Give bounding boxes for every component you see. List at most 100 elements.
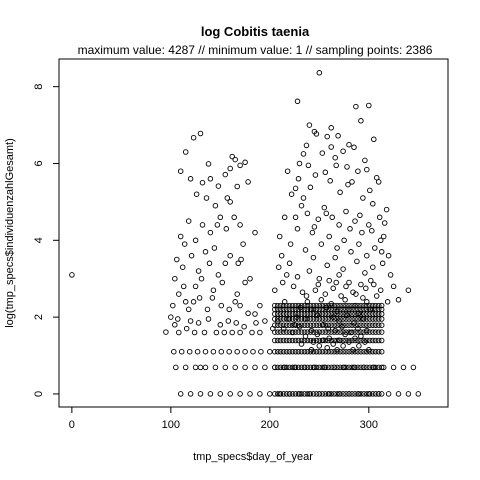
data-point bbox=[334, 329, 340, 335]
data-point bbox=[312, 287, 319, 293]
data-point bbox=[277, 364, 284, 371]
data-point bbox=[322, 364, 329, 371]
data-point bbox=[289, 391, 296, 397]
data-point bbox=[182, 299, 189, 305]
data-point bbox=[275, 322, 281, 328]
data-point bbox=[206, 260, 213, 267]
data-point bbox=[405, 287, 412, 293]
data-point bbox=[370, 322, 376, 328]
data-point bbox=[234, 183, 240, 190]
data-point bbox=[185, 218, 192, 224]
data-point bbox=[319, 329, 326, 335]
data-point bbox=[187, 391, 194, 397]
data-point bbox=[311, 224, 318, 230]
data-point bbox=[351, 144, 357, 151]
data-point bbox=[280, 329, 287, 335]
data-point bbox=[364, 166, 370, 173]
data-point bbox=[370, 306, 376, 313]
data-point bbox=[358, 118, 364, 124]
x-axis-label: tmp_specs$day_of_year bbox=[193, 451, 313, 463]
data-point bbox=[207, 229, 214, 236]
data-point bbox=[286, 260, 293, 267]
data-point bbox=[280, 364, 287, 371]
data-point bbox=[304, 391, 311, 397]
data-point bbox=[370, 348, 376, 355]
data-point bbox=[272, 302, 278, 309]
data-point bbox=[272, 348, 278, 355]
data-point bbox=[225, 318, 232, 324]
data-point bbox=[301, 302, 308, 309]
data-point bbox=[378, 302, 385, 309]
data-point bbox=[267, 348, 273, 355]
data-point bbox=[306, 122, 313, 128]
data-point bbox=[358, 329, 364, 335]
data-point bbox=[310, 254, 317, 261]
data-point bbox=[172, 322, 178, 328]
data-point bbox=[360, 195, 366, 201]
data-point bbox=[183, 325, 190, 332]
data-point bbox=[378, 249, 385, 255]
data-point bbox=[303, 293, 310, 299]
data-point bbox=[173, 364, 179, 371]
data-point bbox=[349, 302, 355, 309]
data-point bbox=[217, 391, 224, 397]
data-point bbox=[352, 306, 358, 313]
data-point bbox=[330, 285, 336, 292]
data-point bbox=[355, 325, 361, 332]
data-point bbox=[321, 204, 328, 211]
data-point bbox=[217, 214, 224, 221]
data-point bbox=[234, 348, 240, 355]
data-point bbox=[250, 348, 256, 355]
data-point bbox=[237, 302, 243, 309]
data-point bbox=[202, 249, 209, 255]
data-point bbox=[310, 391, 317, 397]
data-point bbox=[280, 337, 287, 344]
data-point bbox=[306, 268, 313, 274]
data-point bbox=[232, 156, 238, 163]
data-point bbox=[400, 364, 407, 371]
data-point bbox=[171, 348, 177, 355]
data-point bbox=[346, 348, 352, 355]
data-point bbox=[337, 364, 343, 371]
data-point bbox=[309, 229, 316, 236]
data-point bbox=[343, 306, 349, 313]
data-point bbox=[319, 337, 326, 344]
data-point bbox=[307, 348, 314, 355]
data-point bbox=[301, 364, 308, 371]
data-point bbox=[233, 320, 239, 326]
data-point bbox=[257, 302, 263, 309]
data-point bbox=[349, 391, 355, 397]
data-point bbox=[352, 364, 358, 371]
data-point bbox=[286, 306, 293, 313]
data-point bbox=[385, 391, 392, 397]
data-point bbox=[361, 306, 367, 313]
data-point bbox=[222, 260, 229, 267]
data-point bbox=[378, 311, 385, 317]
data-point bbox=[322, 291, 329, 297]
data-point bbox=[346, 302, 352, 309]
data-point bbox=[319, 364, 326, 371]
data-point bbox=[375, 322, 382, 328]
data-point bbox=[352, 302, 358, 309]
data-point bbox=[294, 274, 301, 280]
data-point bbox=[202, 364, 209, 371]
data-point bbox=[302, 247, 309, 253]
data-point bbox=[328, 329, 334, 335]
data-point bbox=[279, 279, 286, 286]
data-point bbox=[326, 233, 332, 240]
data-point bbox=[277, 348, 284, 355]
data-point bbox=[187, 318, 194, 324]
data-point bbox=[258, 348, 264, 355]
data-point bbox=[333, 279, 339, 286]
data-point bbox=[307, 337, 314, 344]
data-point bbox=[238, 256, 244, 263]
data-point bbox=[325, 329, 331, 335]
data-point bbox=[231, 214, 237, 221]
data-point bbox=[395, 391, 402, 397]
data-point bbox=[316, 348, 323, 355]
data-point bbox=[210, 348, 217, 355]
x-tick-label: 0 bbox=[69, 419, 75, 431]
data-point bbox=[292, 364, 299, 371]
data-point bbox=[196, 295, 203, 301]
data-point bbox=[331, 391, 337, 397]
